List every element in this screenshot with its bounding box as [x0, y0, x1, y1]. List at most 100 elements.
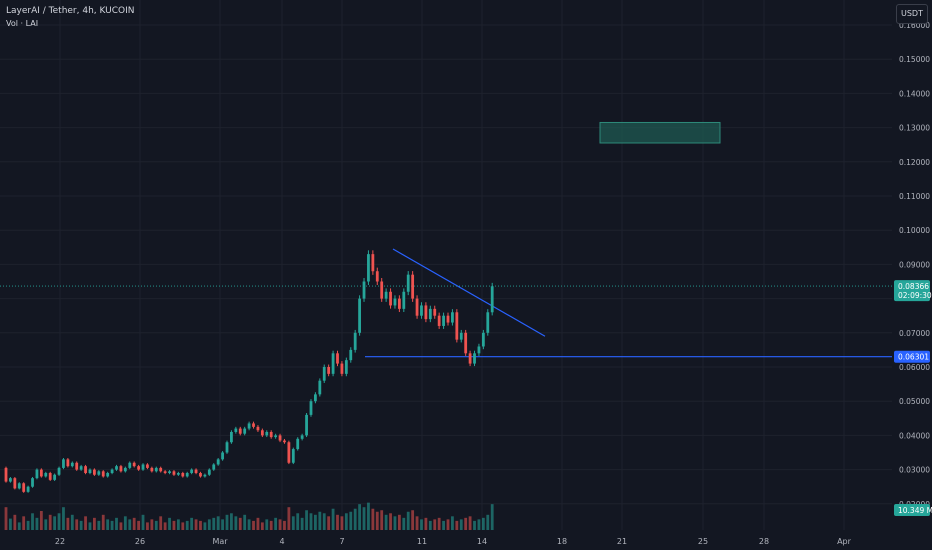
- candle: [57, 467, 61, 475]
- x-tick-label: 25: [698, 537, 708, 546]
- volume-bar: [367, 502, 370, 530]
- volume-bar: [481, 517, 485, 530]
- volume-bar: [93, 517, 96, 530]
- volume-bar: [79, 520, 83, 530]
- volume-bar: [123, 516, 127, 530]
- volume-bar: [185, 520, 189, 530]
- volume-bar: [176, 519, 180, 530]
- candle: [84, 466, 87, 474]
- candle: [13, 478, 17, 489]
- candle: [420, 305, 423, 316]
- candle: [79, 466, 83, 470]
- volume-bar: [62, 507, 65, 530]
- candle: [44, 473, 48, 477]
- volume-bar: [163, 522, 167, 530]
- y-tick-label: 0.10000: [899, 226, 930, 235]
- volume-bar: [35, 517, 39, 530]
- volume-bar: [433, 519, 437, 530]
- chart-title: LayerAI / Tether, 4h, KUCOIN: [6, 6, 135, 16]
- candle: [53, 474, 57, 480]
- volume-bar: [283, 520, 286, 530]
- candle: [132, 462, 136, 467]
- candle: [442, 315, 445, 326]
- candlestick-series: [4, 250, 494, 493]
- candle: [349, 349, 353, 361]
- volume-bar: [300, 517, 304, 530]
- volume-bar: [141, 514, 145, 530]
- candle: [146, 464, 149, 468]
- volume-bar: [278, 519, 282, 530]
- volume-bar: [48, 514, 52, 530]
- candle: [181, 473, 185, 477]
- candle: [260, 430, 264, 436]
- x-tick-label: 14: [477, 537, 487, 546]
- volume-bar: [274, 517, 278, 530]
- candle: [367, 254, 370, 282]
- volume-bar: [380, 510, 384, 530]
- volume-bar: [464, 517, 468, 530]
- x-tick-label: 11: [417, 537, 427, 546]
- volume-bar: [146, 522, 149, 530]
- volume-bar: [101, 514, 105, 530]
- candle: [406, 274, 410, 292]
- candle: [397, 298, 401, 309]
- volume-bar: [486, 514, 490, 530]
- candle: [243, 428, 247, 434]
- candle: [168, 471, 171, 474]
- y-tick-label: 0.07000: [899, 329, 930, 338]
- candle: [203, 474, 207, 477]
- volume-bar: [150, 519, 154, 530]
- chart-grid: [0, 0, 892, 530]
- candle: [150, 467, 154, 472]
- x-tick-label: 26: [135, 537, 145, 546]
- volume-bar: [318, 511, 322, 530]
- candle: [238, 428, 242, 434]
- x-tick-label: 22: [55, 537, 65, 546]
- candle: [230, 431, 233, 443]
- volume-bar: [216, 516, 220, 530]
- current-price-value: 0.08366: [898, 282, 929, 291]
- volume-bar: [4, 507, 8, 530]
- support-price-value: 0.06301: [898, 353, 929, 362]
- volume-bar: [389, 513, 392, 530]
- volume-bar: [336, 514, 339, 530]
- candle: [194, 469, 198, 474]
- candle: [4, 467, 8, 482]
- volume-bar: [393, 516, 397, 530]
- volume-bar: [331, 508, 335, 530]
- candle: [199, 473, 202, 477]
- candle: [185, 473, 189, 477]
- y-tick-label: 0.13000: [899, 124, 930, 133]
- candle: [110, 469, 114, 474]
- volume-bar: [84, 516, 87, 530]
- volume-bar: [309, 513, 313, 530]
- candle: [172, 471, 176, 475]
- candle: [481, 332, 485, 347]
- candle: [48, 473, 52, 480]
- candle: [331, 353, 335, 374]
- volume-bar: [353, 508, 357, 530]
- volume-bar: [406, 511, 410, 530]
- volume-bar: [57, 513, 61, 530]
- candle: [70, 462, 74, 467]
- candle: [314, 394, 317, 402]
- candle: [62, 459, 65, 468]
- currency-button[interactable]: USDT: [896, 4, 928, 24]
- volume-bar: [137, 520, 140, 530]
- volume-bar: [397, 514, 401, 530]
- volume-bar: [159, 516, 163, 530]
- volume-bar: [230, 513, 233, 530]
- candle: [402, 291, 406, 309]
- volume-bar: [455, 520, 459, 530]
- candle: [446, 315, 450, 323]
- candle: [269, 431, 273, 438]
- candle: [362, 281, 366, 299]
- candle: [93, 469, 96, 475]
- volume-bar: [424, 517, 428, 530]
- volume-bar: [420, 519, 423, 530]
- volume-bar: [459, 519, 463, 530]
- candle: [35, 469, 39, 479]
- y-tick-label: 0.09000: [899, 260, 930, 269]
